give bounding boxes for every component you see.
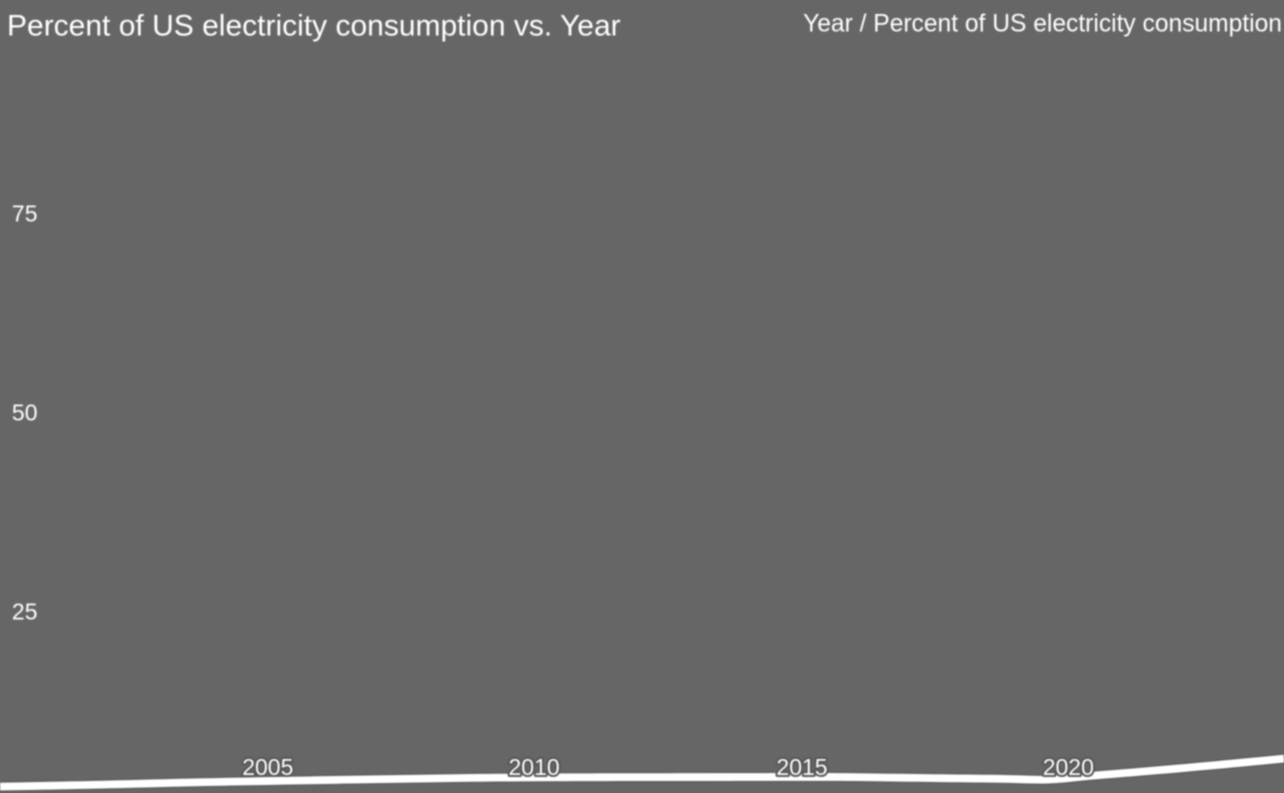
svg-text:25: 25 xyxy=(12,598,38,624)
svg-text:75: 75 xyxy=(12,200,38,226)
svg-text:2015: 2015 xyxy=(776,754,827,780)
svg-text:2005: 2005 xyxy=(242,754,293,780)
svg-text:50: 50 xyxy=(12,400,38,426)
svg-text:2010: 2010 xyxy=(509,754,560,780)
svg-text:Year / Percent of US electrici: Year / Percent of US electricity consump… xyxy=(803,10,1282,37)
svg-text:2020: 2020 xyxy=(1043,754,1094,780)
svg-text:Percent of US electricity cons: Percent of US electricity consumption vs… xyxy=(7,10,621,43)
